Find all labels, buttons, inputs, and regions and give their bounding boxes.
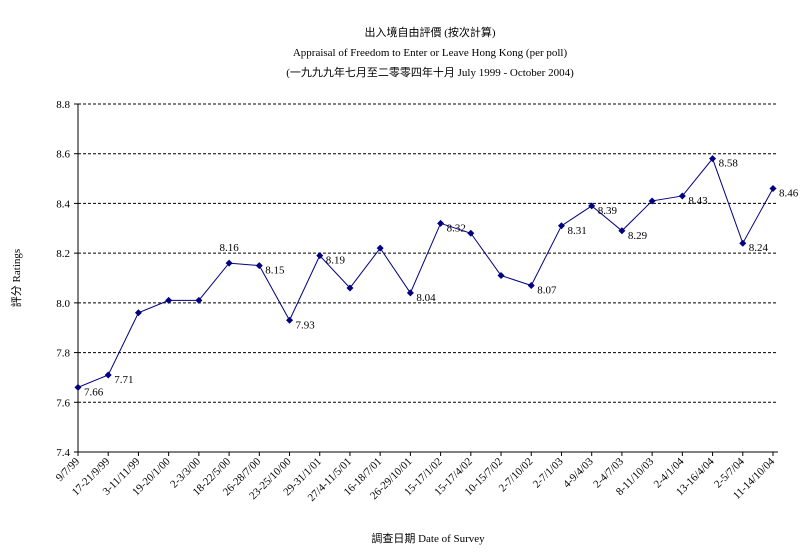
x-tick-label: 4-9/4/03 bbox=[561, 455, 596, 490]
data-label: 8.32 bbox=[447, 222, 466, 234]
y-tick-label: 7.4 bbox=[56, 447, 70, 459]
y-tick-label: 8.4 bbox=[56, 198, 70, 210]
y-axis-label: 評分 Ratings bbox=[9, 249, 23, 307]
marker bbox=[527, 281, 535, 289]
marker bbox=[165, 296, 173, 304]
marker bbox=[678, 192, 686, 200]
data-label: 8.31 bbox=[567, 225, 586, 237]
y-tick-label: 8.8 bbox=[56, 99, 70, 111]
y-tick-label: 7.6 bbox=[56, 397, 70, 409]
marker bbox=[134, 309, 142, 317]
data-label: 8.15 bbox=[265, 265, 285, 277]
marker bbox=[437, 219, 445, 227]
marker bbox=[709, 155, 717, 163]
marker bbox=[255, 262, 263, 270]
data-label: 7.71 bbox=[114, 374, 133, 386]
data-label: 8.39 bbox=[598, 205, 618, 217]
data-label: 8.43 bbox=[688, 195, 708, 207]
marker bbox=[739, 239, 747, 247]
marker bbox=[376, 244, 384, 252]
marker bbox=[225, 259, 233, 267]
marker bbox=[497, 272, 505, 280]
marker bbox=[769, 185, 777, 193]
x-tick-label: 2-7/1/03 bbox=[531, 455, 566, 490]
chart-subtitle: (一九九九年七月至二零零四年十月 July 1999 - October 200… bbox=[286, 65, 574, 79]
marker bbox=[557, 222, 565, 230]
marker bbox=[286, 316, 294, 324]
data-label: 8.16 bbox=[219, 242, 239, 254]
marker bbox=[618, 227, 626, 235]
data-label: 8.46 bbox=[779, 188, 799, 200]
marker bbox=[316, 252, 324, 260]
y-tick-label: 8.0 bbox=[56, 298, 70, 310]
data-label: 8.29 bbox=[628, 230, 648, 242]
data-label: 8.07 bbox=[537, 284, 557, 296]
x-axis-label: 調查日期 Date of Survey bbox=[371, 531, 485, 545]
marker bbox=[104, 371, 112, 379]
data-label: 8.58 bbox=[719, 158, 739, 170]
marker bbox=[346, 284, 354, 292]
marker bbox=[195, 296, 203, 304]
data-label: 7.93 bbox=[296, 319, 316, 331]
marker bbox=[648, 197, 656, 205]
data-label: 7.66 bbox=[84, 386, 104, 398]
data-label: 8.19 bbox=[326, 255, 346, 267]
chart-title: 出入境自由評價 (按次計算) bbox=[364, 25, 495, 39]
chart-subtitle: Appraisal of Freedom to Enter or Leave H… bbox=[293, 47, 568, 59]
y-tick-label: 8.2 bbox=[56, 248, 70, 260]
line bbox=[77, 157, 774, 388]
marker bbox=[74, 383, 82, 391]
x-tick-label: 9/7/99 bbox=[54, 455, 83, 484]
marker bbox=[588, 202, 596, 210]
data-label: 8.04 bbox=[416, 292, 436, 304]
data-label: 8.24 bbox=[749, 242, 769, 254]
marker bbox=[406, 289, 414, 297]
y-tick-label: 8.6 bbox=[56, 149, 70, 161]
marker bbox=[467, 229, 475, 237]
y-tick-label: 7.8 bbox=[56, 348, 70, 360]
